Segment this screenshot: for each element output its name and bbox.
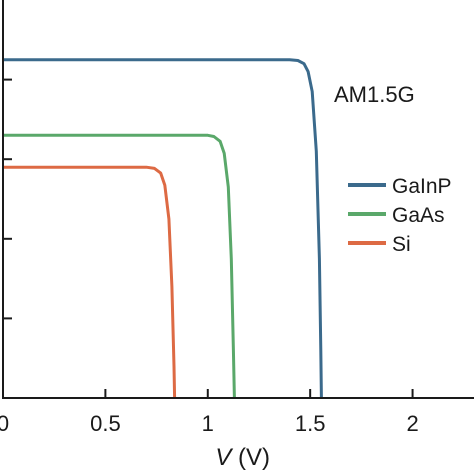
series-line-gaas: [3, 133, 236, 399]
legend-label-gainp: GaInP: [392, 175, 452, 198]
x-tick-label: 1: [202, 411, 214, 436]
series-layer: [3, 58, 323, 399]
series-line-si: [3, 165, 177, 399]
x-tick-label: 1.5: [295, 411, 326, 436]
x-axis-title: V (V): [215, 444, 270, 471]
legend-label-si: Si: [392, 233, 411, 256]
x-tick-label: 0.5: [90, 411, 121, 436]
axes-layer: 0 0.5 1 1.5 2: [0, 0, 474, 436]
x-axis-variable: V: [215, 444, 233, 471]
legend-label-gaas: GaAs: [392, 204, 445, 227]
annotation-am15g: AM1.5G: [334, 82, 415, 107]
x-axis-unit: (V): [231, 444, 270, 471]
legend: GaInP GaAs Si: [348, 175, 452, 256]
x-tick-label: 2: [406, 411, 418, 436]
series-line-gainp: [3, 58, 323, 399]
x-tick-label: 0: [0, 411, 9, 436]
